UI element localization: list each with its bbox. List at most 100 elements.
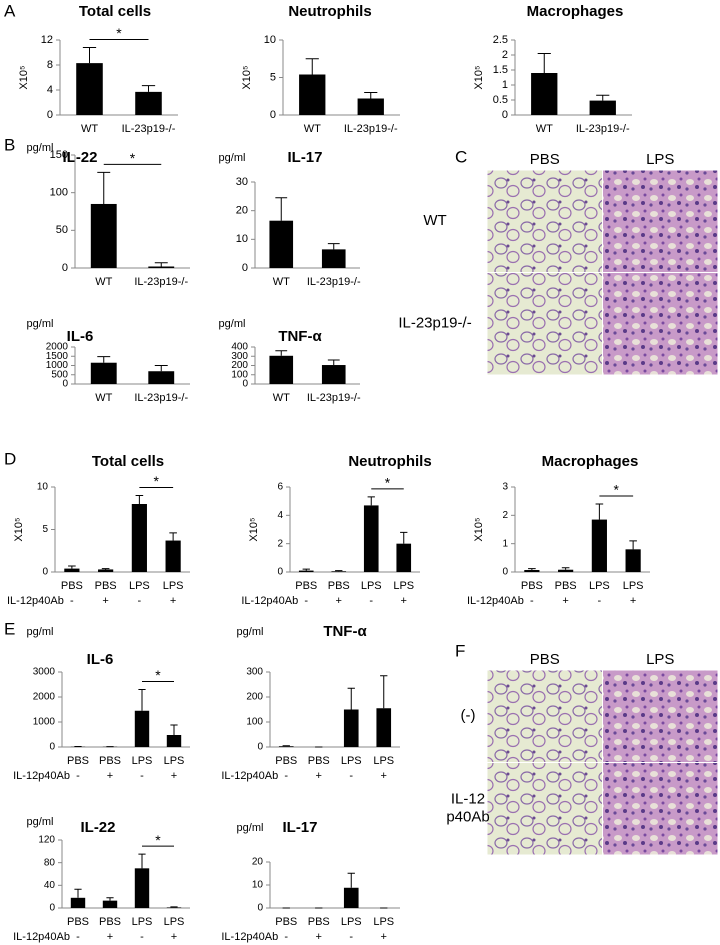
bar: [299, 74, 326, 115]
micrograph: [486, 169, 603, 273]
y-tick-label: 0: [270, 109, 276, 121]
x-tick-label: PBS: [521, 580, 543, 592]
bar: [134, 868, 150, 908]
y-axis-label: X10⁵: [241, 65, 253, 89]
x-tick-label: PBS: [61, 580, 83, 592]
treatment-value: -: [76, 770, 80, 782]
treatment-value: -: [70, 595, 74, 607]
error-bar: [380, 675, 388, 709]
x-tick-label: LPS: [393, 580, 414, 592]
y-tick-label: 4: [47, 84, 53, 96]
chart-title: IL-22: [80, 819, 115, 836]
error-bar: [135, 495, 144, 504]
y-tick-label: 10: [37, 482, 49, 493]
error-bar: [68, 565, 76, 569]
y-tick-label: 1: [502, 538, 508, 549]
x-tick-label: IL-23p19-/-: [307, 276, 361, 288]
bar: [589, 100, 616, 115]
bar: [76, 63, 103, 115]
y-tick-label: 0: [242, 379, 248, 390]
treatment-value: +: [381, 931, 387, 943]
bar: [396, 543, 412, 572]
bar: [134, 710, 150, 747]
x-tick-label: LPS: [132, 916, 153, 928]
x-tick-label: PBS: [67, 916, 89, 928]
significance-label: *: [385, 475, 391, 491]
unit-label: pg/ml: [27, 626, 54, 638]
unit-label: pg/ml: [237, 626, 264, 638]
bar: [278, 746, 294, 747]
error-bar: [561, 567, 570, 570]
error-bar: [138, 853, 146, 869]
treatment-value: -: [284, 770, 288, 782]
x-tick-label: WT: [536, 123, 553, 135]
y-tick-label: 0: [257, 903, 263, 914]
y-tick-label: 3000: [33, 667, 56, 678]
micrograph: [486, 669, 603, 763]
y-tick-label: 20: [252, 857, 264, 868]
treatment-label: IL-12p40Ab: [221, 770, 278, 782]
y-tick-label: 0: [502, 567, 508, 578]
bar: [321, 249, 346, 268]
x-tick-label: PBS: [295, 580, 317, 592]
x-tick-label: PBS: [99, 755, 121, 767]
treatment-value: +: [171, 931, 177, 943]
column-label: PBS: [530, 151, 560, 168]
significance-label: *: [614, 482, 620, 498]
y-tick-label: 200: [231, 360, 248, 371]
chart-title: Neutrophils: [348, 453, 431, 470]
y-tick-label: 0: [47, 109, 53, 121]
bar: [131, 504, 147, 572]
x-tick-label: LPS: [164, 755, 185, 767]
y-tick-label: 1000: [46, 360, 69, 371]
y-tick-label: 10: [252, 880, 264, 891]
chart-title: Total cells: [79, 3, 151, 20]
y-tick-label: 0: [49, 903, 55, 914]
bar: [102, 900, 118, 908]
treatment-value: +: [401, 595, 407, 607]
x-tick-label: LPS: [164, 916, 185, 928]
treatment-label: IL-12p40Ab: [13, 931, 70, 943]
row-label: IL-23p19-/-: [398, 315, 471, 332]
row-label: (-): [461, 707, 476, 724]
x-tick-label: IL-23p19-/-: [122, 123, 176, 135]
x-tick-label: LPS: [132, 755, 153, 767]
bar: [524, 570, 540, 572]
unit-label: pg/ml: [219, 318, 246, 330]
y-tick-label: 8: [47, 59, 53, 71]
panel-label: B: [4, 135, 15, 154]
bar: [148, 371, 175, 384]
y-tick-label: 120: [38, 835, 55, 846]
panel-label: A: [4, 1, 16, 20]
chart-title: Macrophages: [542, 453, 639, 470]
chart-title: IL-6: [67, 328, 94, 345]
unit-label: pg/ml: [219, 152, 246, 164]
treatment-value: -: [349, 931, 353, 943]
bar: [591, 519, 607, 572]
y-tick-label: 100: [246, 717, 263, 728]
micrograph: [602, 762, 719, 856]
y-tick-label: 1000: [33, 717, 56, 728]
y-tick-label: 0: [242, 262, 248, 274]
unit-label: pg/ml: [237, 822, 264, 834]
chart-title: Macrophages: [527, 3, 624, 20]
y-tick-label: 2.5: [493, 34, 508, 46]
treatment-value: -: [138, 595, 142, 607]
x-tick-label: LPS: [163, 580, 184, 592]
y-tick-label: 1: [502, 79, 508, 91]
x-tick-label: IL-23p19-/-: [307, 392, 361, 404]
y-tick-label: 20: [236, 205, 248, 217]
chart-title: Neutrophils: [288, 3, 371, 20]
significance-label: *: [155, 667, 161, 683]
y-axis-label: X10⁵: [13, 517, 25, 541]
bar: [90, 203, 117, 268]
x-tick-label: WT: [304, 123, 321, 135]
x-tick-label: PBS: [99, 916, 121, 928]
treatment-value: +: [316, 931, 322, 943]
micrograph: [602, 669, 719, 763]
treatment-value: -: [530, 595, 534, 607]
y-tick-label: 100: [231, 369, 248, 380]
treatment-value: +: [562, 595, 568, 607]
error-bar: [282, 745, 290, 747]
x-tick-label: PBS: [275, 755, 297, 767]
